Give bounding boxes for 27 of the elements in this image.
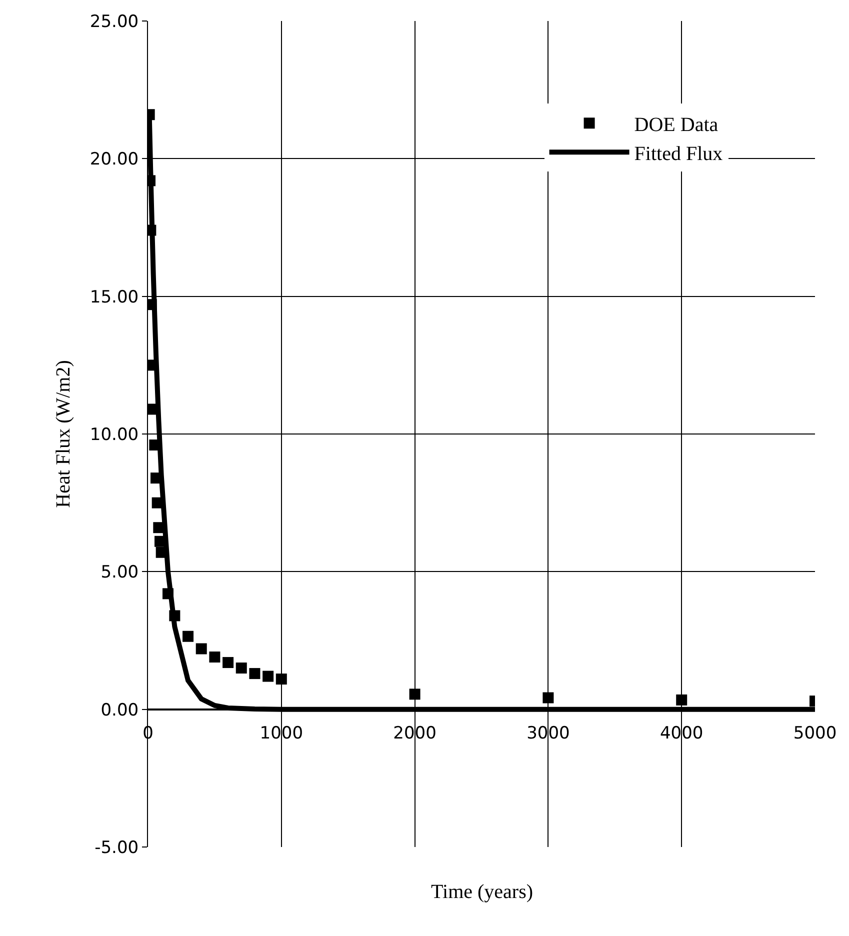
point bbox=[236, 662, 247, 674]
y-tick-label: -5.00 bbox=[94, 838, 139, 858]
point bbox=[153, 522, 164, 534]
point bbox=[676, 694, 688, 706]
point bbox=[276, 674, 287, 685]
point bbox=[169, 610, 180, 622]
point bbox=[222, 657, 234, 668]
y-tick-label: 10.00 bbox=[90, 424, 139, 445]
y-axis-title: Heat Flux (W/m2) bbox=[52, 360, 74, 508]
y-tick-label: 5.00 bbox=[100, 562, 139, 583]
point bbox=[182, 630, 194, 642]
point bbox=[152, 497, 163, 508]
y-tick-label: 20.00 bbox=[90, 150, 139, 170]
y-tick-label: 0.00 bbox=[100, 700, 139, 720]
point bbox=[262, 670, 274, 682]
point bbox=[209, 652, 220, 663]
legend-label: Fitted Flux bbox=[634, 142, 723, 165]
y-tick-label: 25.00 bbox=[90, 12, 139, 32]
point bbox=[542, 692, 554, 704]
point bbox=[409, 688, 420, 700]
point bbox=[162, 588, 174, 600]
point bbox=[196, 643, 207, 654]
point bbox=[249, 668, 260, 680]
x-tick-label: 5000 bbox=[793, 724, 837, 744]
legend-label: DOE Data bbox=[634, 114, 718, 136]
y-tick-label: 15.00 bbox=[90, 287, 139, 308]
x-axis-title: Time (years) bbox=[431, 881, 534, 903]
